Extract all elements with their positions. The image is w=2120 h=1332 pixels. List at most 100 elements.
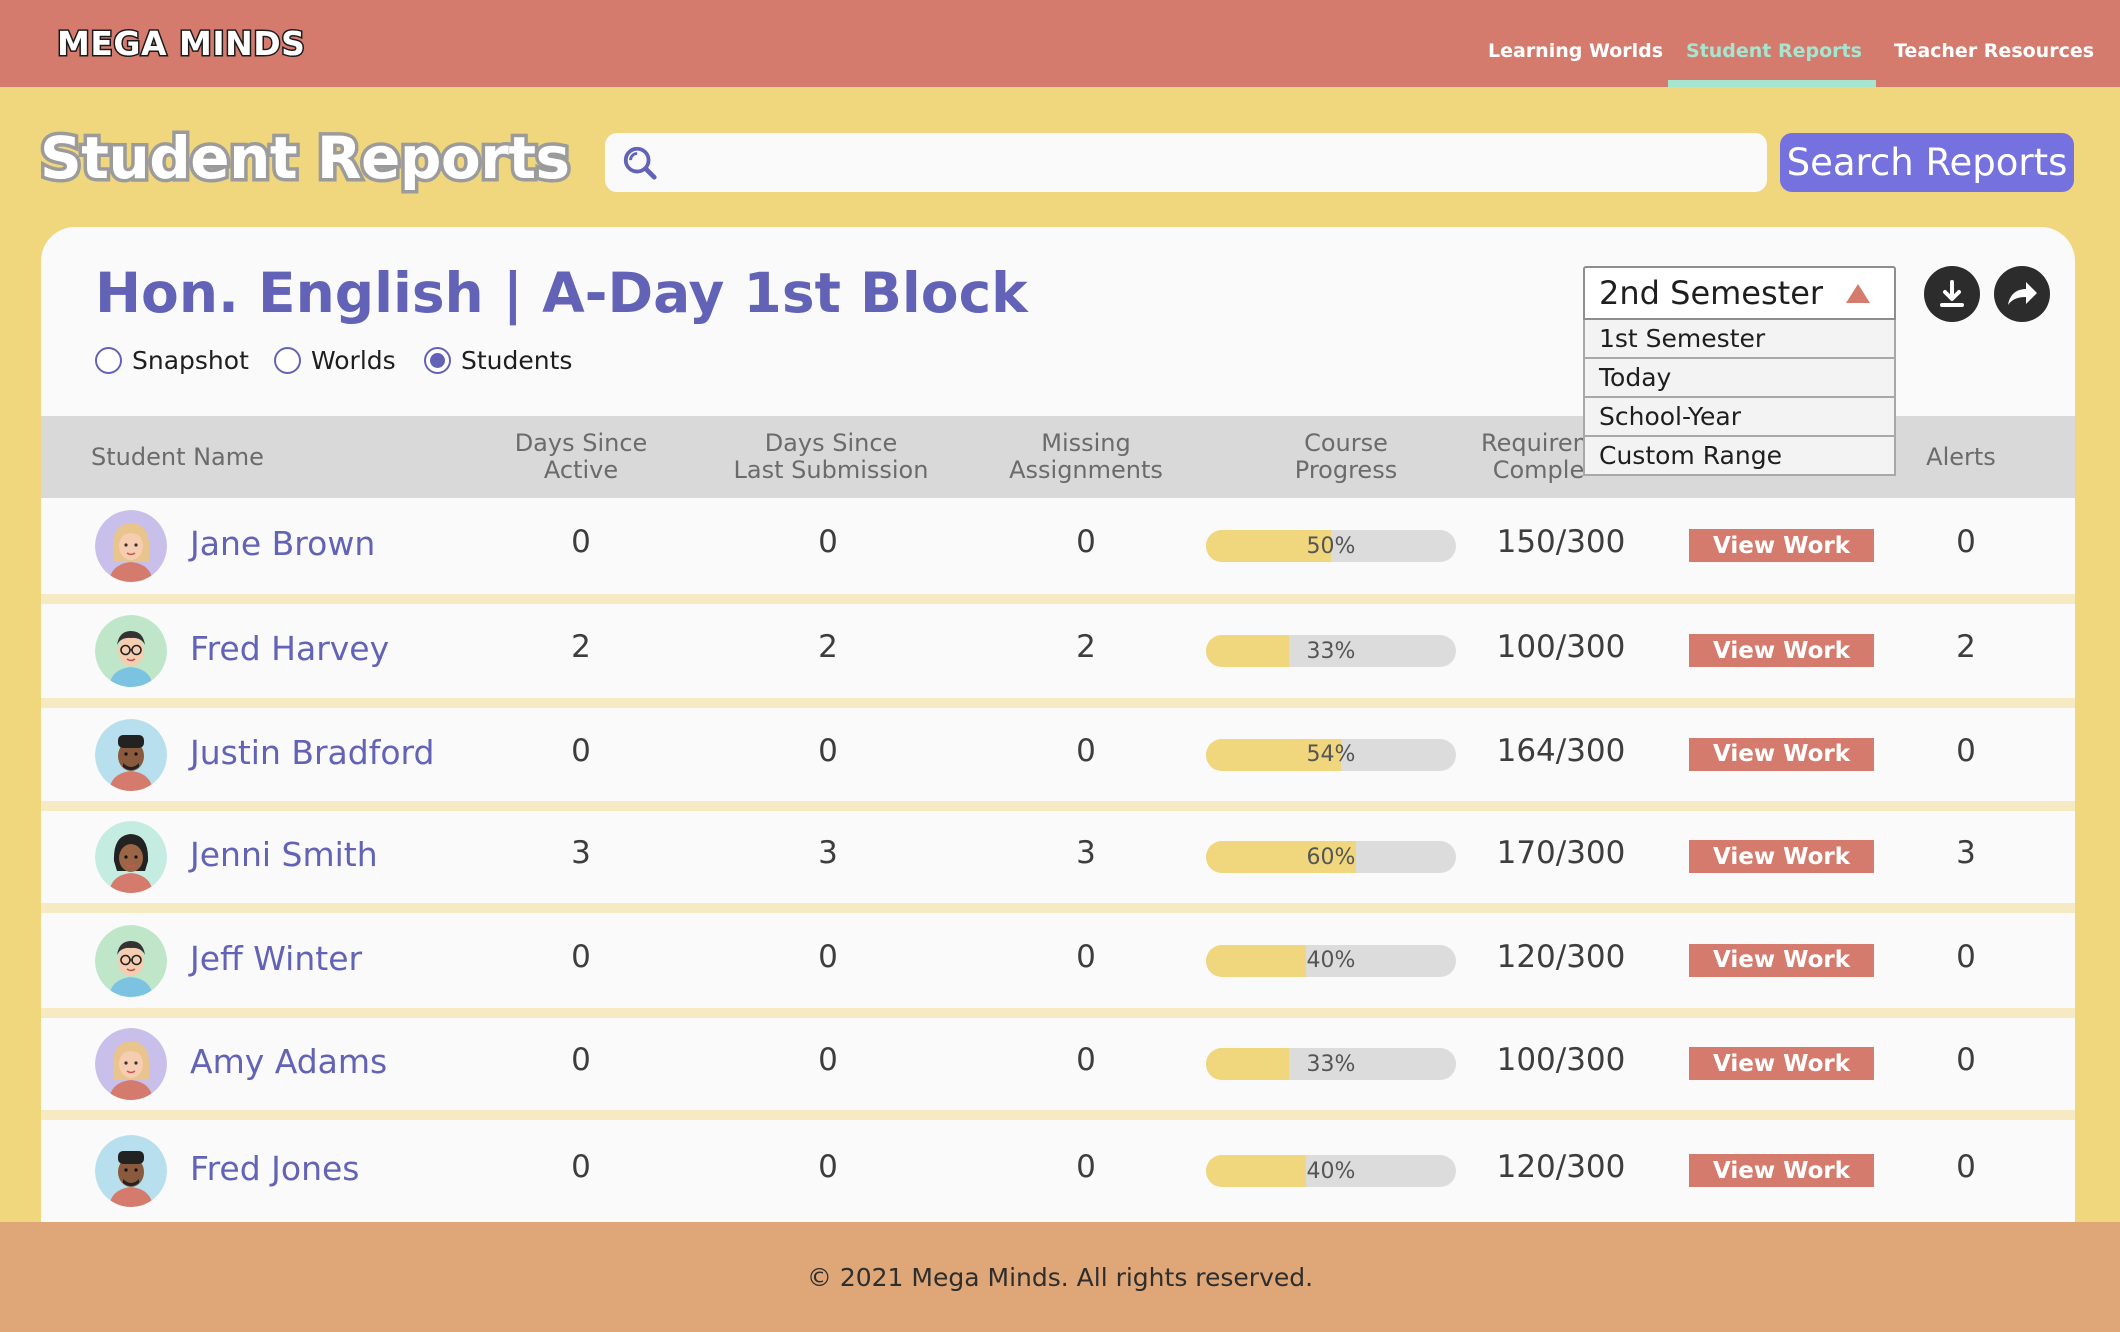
top-navbar: MEGA MINDS Learning Worlds Student Repor… bbox=[0, 0, 2120, 87]
student-name-link[interactable]: Justin Bradford bbox=[190, 732, 435, 772]
radio-circle-checked[interactable] bbox=[424, 347, 451, 374]
progress-label: 40% bbox=[1306, 948, 1356, 973]
student-name-link[interactable]: Fred Harvey bbox=[190, 629, 390, 668]
view-work-button[interactable]: View Work bbox=[1689, 840, 1874, 873]
cell-days-active: 0 bbox=[571, 938, 591, 975]
cell-missing: 0 bbox=[1076, 1149, 1096, 1185]
nav-teacher-resources[interactable]: Teacher Resources bbox=[1894, 40, 2095, 62]
cell-days-submission: 0 bbox=[818, 524, 838, 560]
cell-alerts: 0 bbox=[1956, 732, 1976, 769]
search-box bbox=[605, 133, 1767, 192]
view-work-button[interactable]: View Work bbox=[1689, 1154, 1874, 1187]
course-progress-bar: 54% bbox=[1206, 738, 1456, 771]
row-divider bbox=[41, 594, 2075, 604]
caret-up-icon[interactable] bbox=[1846, 284, 1870, 303]
share-icon bbox=[2008, 282, 2037, 305]
radio-students[interactable]: Students bbox=[424, 346, 572, 375]
cell-missing: 0 bbox=[1076, 938, 1096, 975]
student-name-link[interactable]: Amy Adams bbox=[190, 1042, 388, 1081]
report-card: Hon. English | A-Day 1st Block Snapshot … bbox=[41, 227, 2075, 1222]
cell-requirements: 170/300 bbox=[1496, 835, 1626, 871]
cell-alerts: 0 bbox=[1956, 524, 1976, 560]
student-avatar bbox=[95, 615, 167, 687]
cell-days-active: 0 bbox=[571, 1042, 591, 1078]
radio-label: Snapshot bbox=[132, 346, 249, 375]
progress-label: 33% bbox=[1306, 1051, 1356, 1077]
nav-learning-worlds[interactable]: Learning Worlds bbox=[1488, 40, 1664, 62]
footer: © 2021 Mega Minds. All rights reserved. bbox=[0, 1222, 2120, 1332]
nav-active-indicator bbox=[1668, 80, 1876, 87]
view-work-button[interactable]: View Work bbox=[1689, 943, 1874, 977]
cell-days-active: 0 bbox=[571, 732, 591, 769]
view-work-button[interactable]: View Work bbox=[1689, 529, 1874, 562]
cell-days-submission: 0 bbox=[818, 1042, 838, 1078]
progress-label: 40% bbox=[1306, 1158, 1356, 1184]
student-name-link[interactable]: Fred Jones bbox=[190, 1149, 360, 1188]
row-divider bbox=[41, 1110, 2075, 1120]
semester-selected[interactable]: 2nd Semester bbox=[1583, 266, 1896, 320]
progress-fill bbox=[1206, 635, 1289, 667]
cell-days-submission: 0 bbox=[818, 732, 838, 769]
radio-circle[interactable] bbox=[95, 347, 122, 374]
cell-alerts: 0 bbox=[1956, 1149, 1976, 1185]
th-missing[interactable]: Missing Assignments bbox=[1009, 429, 1163, 484]
brand-logo[interactable]: MEGA MINDS bbox=[55, 23, 306, 65]
cell-alerts: 0 bbox=[1956, 938, 1976, 975]
search-icon[interactable] bbox=[621, 144, 659, 182]
search-reports-button[interactable]: Search Reports bbox=[1780, 133, 2074, 192]
search-input[interactable] bbox=[675, 133, 1755, 192]
cell-days-active: 2 bbox=[571, 629, 591, 665]
th-days-submission[interactable]: Days Since Last Submission bbox=[733, 429, 929, 484]
course-progress-bar: 60% bbox=[1206, 841, 1456, 873]
cell-requirements: 150/300 bbox=[1496, 524, 1626, 560]
student-avatar bbox=[95, 821, 167, 893]
cell-missing: 2 bbox=[1076, 629, 1096, 665]
nav-student-reports[interactable]: Student Reports bbox=[1686, 40, 1862, 62]
cell-missing: 0 bbox=[1076, 1042, 1096, 1078]
view-work-button[interactable]: View Work bbox=[1689, 737, 1874, 771]
th-days-active[interactable]: Days Since Active bbox=[514, 429, 648, 484]
progress-fill bbox=[1206, 1048, 1289, 1080]
row-divider bbox=[41, 698, 2075, 708]
progress-fill bbox=[1206, 530, 1331, 562]
view-work-button[interactable]: View Work bbox=[1689, 634, 1874, 667]
course-progress-bar: 50% bbox=[1206, 530, 1456, 562]
th-requirements[interactable]: Requirem Comple bbox=[1481, 429, 1596, 484]
progress-label: 33% bbox=[1306, 638, 1356, 664]
radio-worlds[interactable]: Worlds bbox=[274, 346, 396, 375]
semester-option[interactable]: Today bbox=[1583, 359, 1896, 398]
course-progress-bar: 33% bbox=[1206, 635, 1456, 667]
progress-label: 60% bbox=[1306, 844, 1356, 870]
student-avatar bbox=[95, 1028, 167, 1100]
student-avatar bbox=[95, 510, 167, 582]
progress-label: 54% bbox=[1306, 742, 1356, 767]
student-avatar bbox=[95, 718, 167, 791]
progress-label: 50% bbox=[1306, 533, 1356, 559]
share-button[interactable] bbox=[1994, 266, 2050, 322]
student-name-link[interactable]: Jane Brown bbox=[190, 524, 376, 563]
radio-snapshot[interactable]: Snapshot bbox=[95, 346, 249, 375]
th-alerts[interactable]: Alerts bbox=[1926, 442, 1996, 471]
semester-option[interactable]: School-Year bbox=[1583, 398, 1896, 437]
semester-option[interactable]: 1st Semester bbox=[1583, 320, 1896, 359]
student-name-link[interactable]: Jenni Smith bbox=[190, 835, 378, 874]
cell-days-submission: 0 bbox=[818, 938, 838, 975]
row-divider bbox=[41, 1008, 2075, 1018]
radio-circle[interactable] bbox=[274, 347, 301, 374]
cell-alerts: 2 bbox=[1956, 629, 1976, 665]
cell-days-active: 3 bbox=[571, 835, 591, 871]
cell-alerts: 3 bbox=[1956, 835, 1976, 871]
cell-days-submission: 2 bbox=[818, 629, 838, 665]
view-work-button[interactable]: View Work bbox=[1689, 1047, 1874, 1080]
cell-requirements: 100/300 bbox=[1496, 1042, 1626, 1078]
download-icon bbox=[1940, 280, 1964, 307]
class-title: Hon. English | A-Day 1st Block bbox=[95, 261, 1028, 325]
semester-dropdown[interactable]: 2nd Semester 1st Semester Today School-Y… bbox=[1583, 266, 1896, 476]
semester-option[interactable]: Custom Range bbox=[1583, 437, 1896, 476]
th-progress[interactable]: Course Progress bbox=[1294, 429, 1398, 484]
cell-alerts: 0 bbox=[1956, 1042, 1976, 1078]
student-name-link[interactable]: Jeff Winter bbox=[190, 938, 363, 978]
cell-requirements: 120/300 bbox=[1496, 938, 1626, 975]
th-student-name[interactable]: Student Name bbox=[91, 442, 264, 471]
download-button[interactable] bbox=[1924, 266, 1980, 322]
